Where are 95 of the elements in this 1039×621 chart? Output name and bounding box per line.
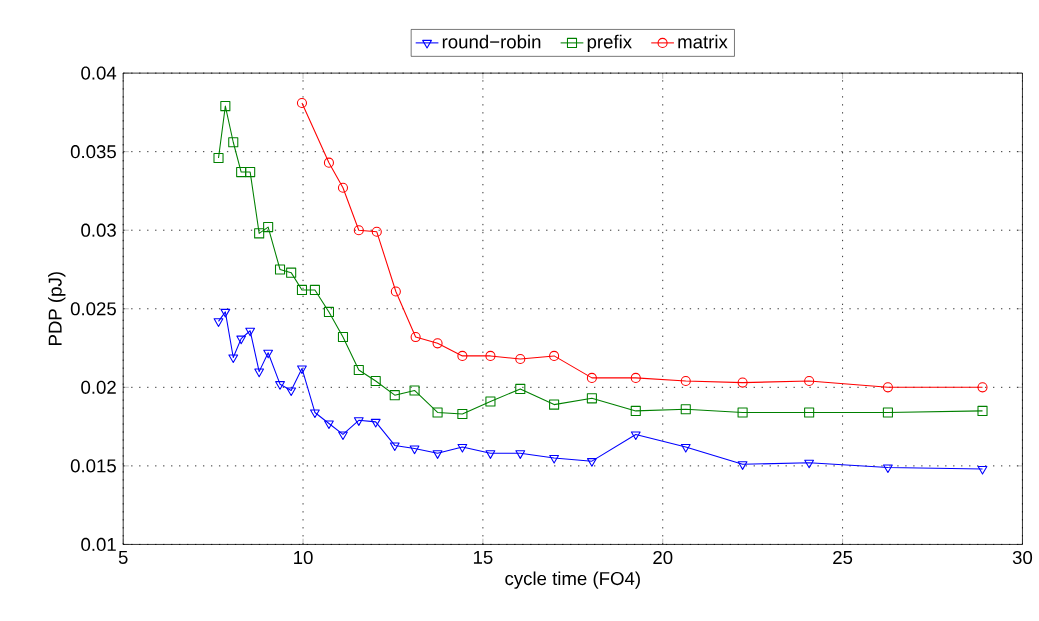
point	[804, 459, 815, 469]
x-tick-label: 20	[653, 550, 673, 564]
y-tick-label: 0.015	[70, 459, 116, 473]
point	[228, 136, 239, 148]
point	[275, 380, 285, 390]
point	[296, 284, 308, 295]
point	[389, 442, 400, 451]
x-tick-label: 30	[1012, 550, 1033, 564]
point	[515, 383, 526, 394]
point	[515, 353, 526, 364]
point	[630, 372, 641, 383]
y-tick-label: 0.035	[70, 144, 116, 159]
point	[549, 454, 560, 464]
legend-label: matrix	[678, 34, 728, 49]
point	[263, 349, 274, 359]
x-tick-label: 15	[473, 550, 493, 564]
point	[245, 166, 256, 177]
point	[432, 338, 443, 349]
point	[457, 443, 468, 453]
point	[457, 408, 468, 419]
point	[228, 354, 239, 363]
point	[371, 226, 382, 237]
y-axis-title: PDP (pJ)	[48, 271, 66, 345]
point	[353, 417, 364, 426]
point	[804, 407, 815, 418]
x-tick-label: 25	[833, 550, 853, 564]
point	[549, 399, 560, 410]
point	[586, 393, 597, 404]
point	[353, 364, 364, 375]
point	[297, 365, 307, 374]
point	[680, 404, 691, 415]
y-tick-label: 0.02	[81, 380, 116, 394]
point	[296, 97, 308, 108]
point	[977, 382, 988, 393]
y-tick-label: 0.025	[70, 301, 116, 316]
point	[254, 368, 265, 377]
point	[220, 100, 231, 111]
point	[432, 450, 443, 459]
x-tick-label: 5	[118, 550, 128, 564]
point	[236, 335, 247, 344]
point	[549, 350, 560, 361]
point	[977, 405, 988, 416]
point	[485, 396, 496, 407]
point	[882, 407, 893, 418]
point	[737, 377, 748, 388]
point	[390, 286, 401, 297]
point	[457, 350, 468, 361]
y-tick-label: 0.01	[81, 537, 116, 551]
point	[337, 331, 349, 342]
point	[680, 375, 691, 386]
point	[213, 152, 224, 163]
point	[236, 166, 247, 177]
point	[680, 443, 691, 453]
point	[882, 382, 893, 393]
point	[586, 457, 597, 467]
point	[409, 445, 420, 454]
point	[245, 327, 256, 337]
point	[883, 464, 893, 473]
point	[310, 409, 320, 418]
point	[409, 385, 420, 396]
point	[432, 407, 443, 418]
point	[804, 375, 815, 386]
point	[485, 450, 496, 459]
point	[410, 331, 421, 342]
point	[370, 418, 381, 428]
point	[213, 318, 224, 327]
point	[263, 221, 274, 232]
point	[220, 308, 231, 318]
x-tick-label: 10	[294, 550, 313, 564]
point	[630, 431, 641, 440]
y-tick-label: 0.04	[81, 66, 117, 80]
point	[389, 389, 400, 401]
point	[485, 350, 496, 361]
point	[737, 461, 748, 470]
x-axis-title: cycle time (FO4)	[505, 571, 640, 589]
point	[309, 284, 320, 295]
legend-label: round−robin	[442, 34, 541, 49]
point	[286, 267, 297, 278]
point	[254, 228, 265, 239]
point	[353, 224, 364, 236]
point	[337, 182, 349, 193]
point	[338, 431, 348, 440]
point	[977, 465, 988, 475]
point	[737, 407, 748, 418]
legend-label: prefix	[587, 34, 632, 52]
point	[515, 450, 526, 459]
point	[323, 306, 334, 317]
point	[274, 264, 286, 275]
point	[286, 387, 297, 396]
y-tick-label: 0.03	[81, 223, 116, 237]
point	[630, 405, 641, 416]
point	[323, 157, 334, 168]
point	[324, 420, 334, 429]
point	[370, 375, 381, 386]
point	[586, 372, 597, 383]
